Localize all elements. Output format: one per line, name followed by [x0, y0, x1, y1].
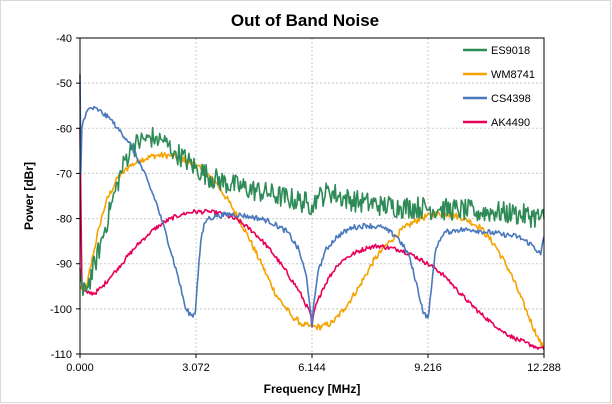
- series-line-es9018: [79, 126, 545, 297]
- x-tick-label: 9.216: [414, 362, 442, 374]
- y-tick-label: -40: [56, 33, 72, 45]
- y-tick-label: -60: [56, 123, 72, 135]
- y-tick-label: -90: [56, 259, 72, 271]
- x-tick-label: 3.072: [182, 362, 210, 374]
- series-line-cs4398: [79, 74, 545, 328]
- y-tick-label: -50: [56, 78, 72, 90]
- legend-label-es9018: ES9018: [491, 45, 530, 57]
- x-tick-label: 6.144: [298, 362, 326, 374]
- legend: ES9018 WM8741 CS4398 AK4490: [463, 45, 535, 129]
- y-tick-label: -100: [50, 304, 72, 316]
- y-tick-label: -70: [56, 168, 72, 180]
- legend-label-cs4398: CS4398: [491, 93, 531, 105]
- grid: [80, 38, 544, 354]
- x-axis-label: Frequency [MHz]: [264, 382, 361, 396]
- chart-title: Out of Band Noise: [231, 11, 379, 30]
- x-tick-label: 12.288: [527, 362, 561, 374]
- y-axis-label: Power [dBr]: [22, 162, 36, 230]
- y-tick-label: -110: [51, 349, 72, 361]
- legend-label-ak4490: AK4490: [491, 117, 530, 129]
- x-tick-label: 0.000: [66, 362, 94, 374]
- y-tick-label: -80: [56, 214, 72, 226]
- series-group: [79, 74, 545, 351]
- legend-label-wm8741: WM8741: [491, 69, 535, 81]
